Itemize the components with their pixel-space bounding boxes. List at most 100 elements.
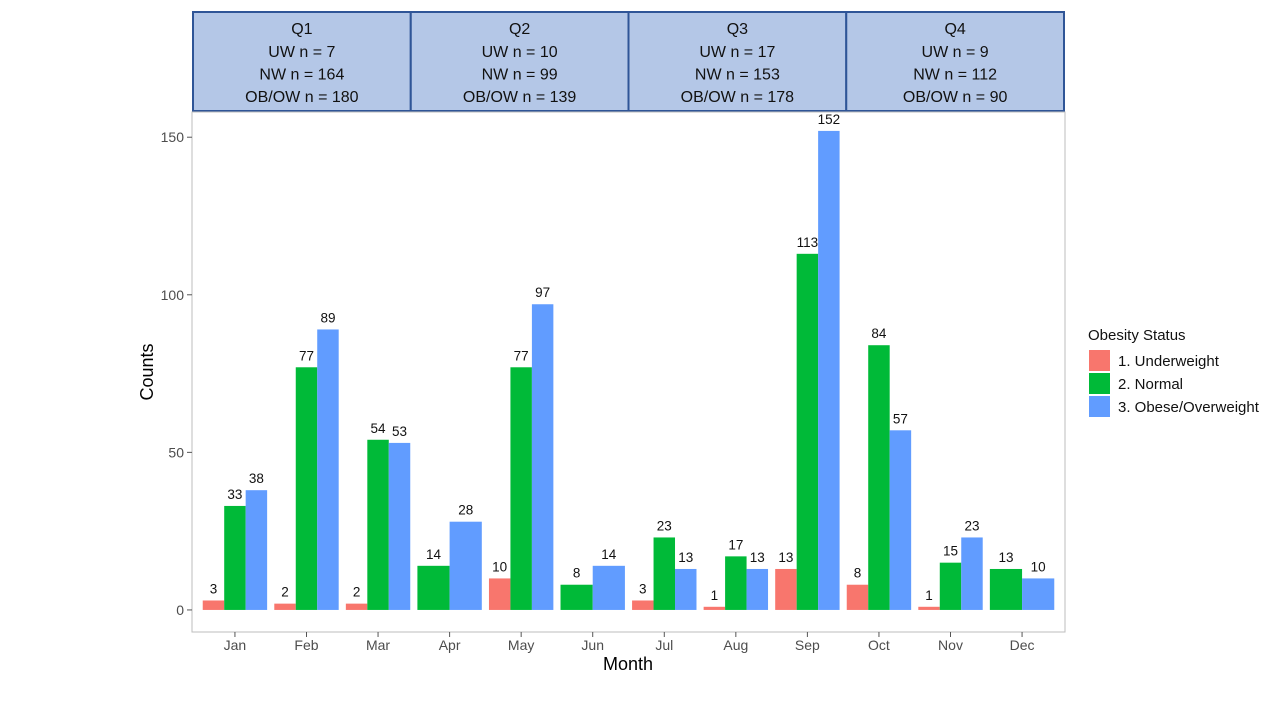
bar-feb-series-2: [295, 367, 318, 610]
bar-feb-series-3: [317, 329, 339, 610]
bar-may-series-2: [510, 367, 532, 610]
x-axis-title: Month: [603, 654, 653, 674]
bar-jul-series-3: [675, 568, 697, 610]
y-tick-label: 150: [161, 129, 185, 145]
bar-mar-series-1: [345, 603, 368, 610]
bar-sep-series-1: [775, 568, 797, 610]
y-axis-title: Counts: [137, 343, 157, 400]
quarter-panel-q3: Q3 UW n = 17 NW n = 153 OB/OW n = 178: [627, 11, 848, 112]
quarter-title: Q1: [291, 21, 312, 38]
bar-sep-series-2: [796, 253, 819, 610]
bar-aug-series-3: [746, 568, 769, 610]
data-label: 84: [871, 326, 887, 341]
bar-jun-series-3: [592, 565, 625, 610]
bar-aug-series-1: [703, 606, 726, 610]
data-label: 8: [854, 566, 862, 581]
quarter-count-line: UW n = 10: [482, 44, 558, 61]
x-tick-label: Jun: [581, 637, 604, 653]
quarter-count-line: OB/OW n = 139: [463, 89, 576, 106]
data-label: 28: [458, 503, 473, 518]
quarter-panel-q4: Q4 UW n = 9 NW n = 112 OB/OW n = 90: [845, 11, 1065, 112]
data-label: 13: [778, 550, 793, 565]
data-label: 14: [426, 547, 442, 562]
data-label: 10: [1031, 559, 1046, 574]
bar-mar-series-3: [388, 442, 411, 610]
x-tick-label: Feb: [294, 637, 318, 653]
legend-label: 2. Normal: [1118, 376, 1183, 393]
legend-key-3: [1089, 396, 1110, 417]
quarter-count-line: NW n = 112: [913, 67, 997, 84]
x-axis: Jan Feb Mar Apr May Jun Jul Aug Sep Oct Nov Dec: [224, 632, 1035, 653]
bar-oct-series-2: [868, 345, 890, 610]
y-tick-label: 50: [168, 444, 184, 460]
data-label: 13: [750, 550, 765, 565]
bar-mar-series-2: [367, 439, 389, 610]
data-label: 3: [210, 581, 218, 596]
data-label: 89: [320, 310, 335, 325]
data-label: 17: [728, 537, 743, 552]
bar-apr-series-2: [417, 565, 450, 610]
bar-dec-series-3: [1022, 578, 1055, 610]
bar-jan-series-2: [224, 505, 246, 610]
data-label: 77: [514, 348, 529, 363]
legend: Obesity Status 1. Underweight 2. Normal 3.…: [1088, 327, 1260, 417]
data-label: 3: [639, 581, 647, 596]
quarter-title: Q2: [509, 21, 530, 38]
bar-nov-series-2: [939, 562, 962, 610]
bar-nov-series-3: [961, 537, 983, 610]
data-label: 23: [964, 518, 979, 533]
quarter-title: Q4: [944, 21, 965, 38]
quarter-count-line: OB/OW n = 180: [245, 89, 358, 106]
quarter-count-line: OB/OW n = 90: [903, 89, 1008, 106]
x-tick-label: Jul: [655, 637, 673, 653]
quarter-count-line: NW n = 164: [259, 67, 344, 84]
data-label: 1: [711, 588, 719, 603]
legend-title: Obesity Status: [1088, 327, 1186, 344]
data-label: 33: [227, 487, 242, 502]
bar-feb-series-1: [274, 603, 296, 610]
quarter-panel-box: [627, 11, 848, 112]
quarter-count-line: UW n = 17: [699, 44, 775, 61]
data-label: 54: [371, 421, 387, 436]
bar-aug-series-2: [725, 556, 747, 610]
bar-nov-series-1: [918, 606, 940, 610]
x-tick-label: Nov: [938, 637, 963, 653]
data-label: 8: [573, 566, 581, 581]
x-tick-label: Dec: [1010, 637, 1035, 653]
data-label: 113: [797, 235, 819, 250]
quarter-title: Q3: [727, 21, 748, 38]
bar-sep-series-3: [818, 130, 840, 610]
bar-oct-series-1: [846, 584, 869, 610]
x-tick-label: Jan: [224, 637, 247, 653]
y-axis: 0 50 100 150: [161, 129, 192, 618]
quarter-panel-box: [192, 11, 412, 112]
legend-label: 3. Obese/Overweight: [1118, 399, 1260, 416]
quarter-count-line: UW n = 7: [268, 44, 335, 61]
data-label: 53: [392, 424, 407, 439]
data-label: 13: [678, 550, 693, 565]
bar-oct-series-3: [889, 430, 912, 610]
y-tick-label: 100: [161, 287, 185, 303]
data-label: 152: [818, 112, 841, 127]
data-label: 38: [249, 471, 264, 486]
bar-jul-series-1: [632, 600, 654, 610]
bar-jun-series-2: [560, 584, 593, 610]
x-tick-label: Mar: [366, 637, 390, 653]
x-tick-label: Sep: [795, 637, 820, 653]
x-tick-label: Aug: [723, 637, 748, 653]
data-label: 15: [943, 544, 958, 559]
bar-jul-series-2: [653, 537, 676, 610]
bar-may-series-1: [488, 578, 511, 610]
quarter-panel-box: [845, 11, 1065, 112]
quarter-panel-q1: Q1 UW n = 7 NW n = 164 OB/OW n = 180: [192, 11, 412, 112]
quarter-count-line: NW n = 99: [482, 67, 558, 84]
quarter-count-line: OB/OW n = 178: [681, 89, 794, 106]
legend-key-2: [1089, 373, 1110, 394]
data-label: 57: [893, 411, 908, 426]
bar-jan-series-1: [202, 600, 225, 610]
bar-jan-series-3: [245, 490, 268, 610]
bar-dec-series-2: [989, 568, 1023, 610]
quarter-count-line: UW n = 9: [922, 44, 989, 61]
